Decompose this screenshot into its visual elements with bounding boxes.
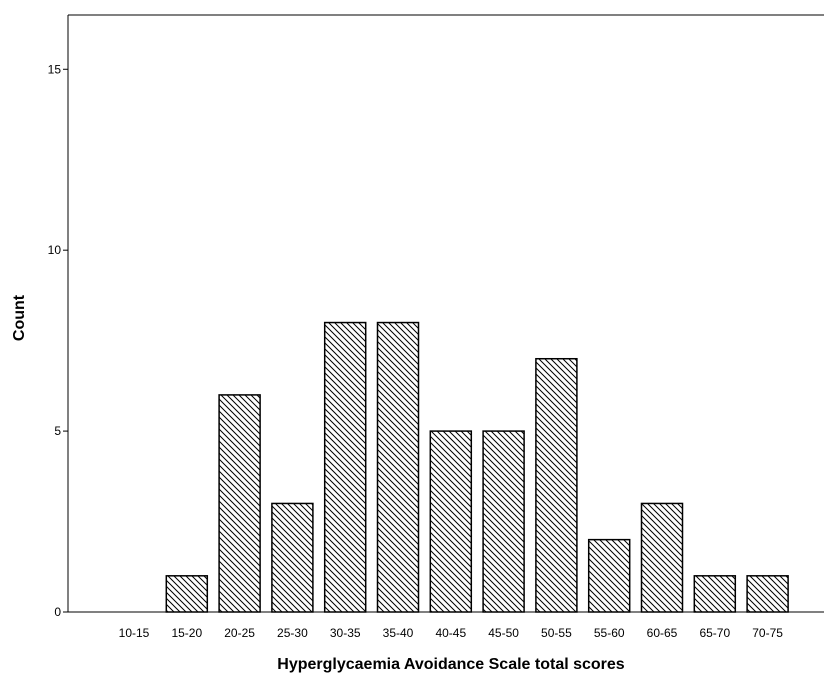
x-tick-label-65-70: 65-70 bbox=[699, 626, 730, 640]
bar-20-25 bbox=[218, 394, 261, 613]
x-tick-label-70-75: 70-75 bbox=[752, 626, 783, 640]
y-tick-label-5: 5 bbox=[54, 424, 61, 438]
bar-70-75 bbox=[746, 575, 789, 613]
bar-15-20 bbox=[165, 575, 209, 613]
bars-group bbox=[165, 321, 789, 613]
bar-45-50 bbox=[482, 430, 525, 613]
x-tick-label-30-35: 30-35 bbox=[330, 626, 361, 640]
x-tick-label-25-30: 25-30 bbox=[277, 626, 308, 640]
y-axis-title: Count bbox=[11, 294, 28, 341]
bar-50-55 bbox=[535, 357, 578, 613]
x-tick-label-55-60: 55-60 bbox=[594, 626, 625, 640]
x-tick-label-45-50: 45-50 bbox=[488, 626, 519, 640]
bar-65-70 bbox=[693, 575, 737, 613]
x-tick-label-50-55: 50-55 bbox=[541, 626, 572, 640]
bar-55-60 bbox=[587, 538, 631, 613]
axes-group bbox=[67, 15, 824, 613]
x-tick-label-35-40: 35-40 bbox=[383, 626, 414, 640]
x-tick-label-40-45: 40-45 bbox=[435, 626, 466, 640]
bar-40-45 bbox=[429, 430, 473, 613]
x-tick-label-60-65: 60-65 bbox=[647, 626, 678, 640]
x-axis-title: Hyperglycaemia Avoidance Scale total sco… bbox=[277, 656, 625, 673]
x-tick-label-15-20: 15-20 bbox=[171, 626, 202, 640]
x-tick-label-10-15: 10-15 bbox=[119, 626, 150, 640]
bar-25-30 bbox=[271, 502, 314, 613]
x-tick-labels: 10-15 15-20 20-25 25-30 30-35 35-40 40-45 45-50… bbox=[119, 626, 784, 640]
bar-35-40 bbox=[376, 321, 420, 613]
y-tick-label-10: 10 bbox=[48, 243, 62, 257]
y-tick-labels: 0 5 10 15 bbox=[48, 62, 68, 619]
y-tick-label-15: 15 bbox=[48, 62, 62, 76]
bar-30-35 bbox=[323, 321, 367, 613]
y-tick-label-0: 0 bbox=[54, 605, 61, 619]
x-tick-label-20-25: 20-25 bbox=[224, 626, 255, 640]
bar-60-65 bbox=[640, 502, 684, 613]
